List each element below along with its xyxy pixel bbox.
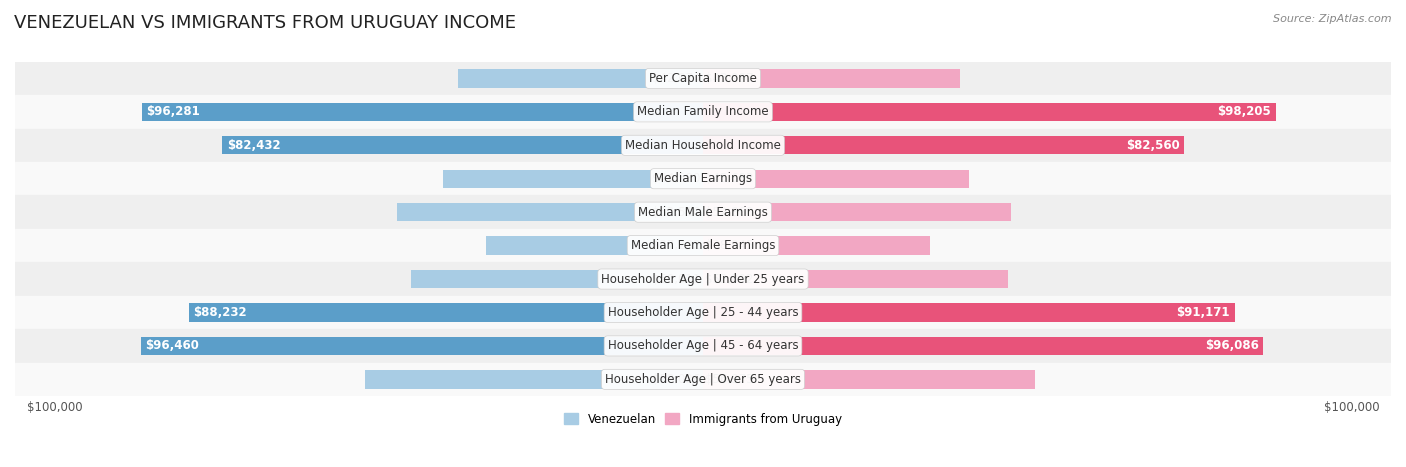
- Bar: [141, 337, 703, 355]
- Text: $98,205: $98,205: [1218, 106, 1271, 118]
- Text: $96,281: $96,281: [146, 106, 200, 118]
- Bar: [364, 370, 703, 389]
- Text: Median Female Earnings: Median Female Earnings: [631, 239, 775, 252]
- Text: $52,302: $52,302: [706, 273, 754, 285]
- Bar: [15, 162, 1391, 196]
- Bar: [703, 203, 1011, 221]
- Bar: [188, 303, 703, 322]
- Text: $45,682: $45,682: [706, 172, 754, 185]
- Text: $56,975: $56,975: [706, 373, 754, 386]
- Text: $58,026: $58,026: [652, 373, 700, 386]
- Legend: Venezuelan, Immigrants from Uruguay: Venezuelan, Immigrants from Uruguay: [560, 408, 846, 430]
- Text: $42,074: $42,074: [652, 72, 700, 85]
- Text: VENEZUELAN VS IMMIGRANTS FROM URUGUAY INCOME: VENEZUELAN VS IMMIGRANTS FROM URUGUAY IN…: [14, 14, 516, 32]
- Text: $100,000: $100,000: [27, 401, 83, 414]
- Text: $100,000: $100,000: [1323, 401, 1379, 414]
- Text: $91,171: $91,171: [1177, 306, 1230, 319]
- Bar: [703, 136, 1184, 155]
- Bar: [15, 196, 1391, 229]
- Bar: [703, 370, 1035, 389]
- Bar: [412, 270, 703, 288]
- Bar: [703, 337, 1263, 355]
- Bar: [703, 236, 931, 255]
- Text: Householder Age | Under 25 years: Householder Age | Under 25 years: [602, 273, 804, 285]
- Bar: [15, 62, 1391, 95]
- Text: $52,510: $52,510: [652, 205, 700, 219]
- Bar: [703, 270, 1008, 288]
- Bar: [15, 128, 1391, 162]
- Text: $38,945: $38,945: [706, 239, 754, 252]
- Bar: [703, 69, 959, 88]
- Bar: [142, 103, 703, 121]
- Bar: [222, 136, 703, 155]
- Text: Median Household Income: Median Household Income: [626, 139, 780, 152]
- Bar: [15, 329, 1391, 363]
- Bar: [703, 103, 1275, 121]
- Bar: [396, 203, 703, 221]
- Text: $37,282: $37,282: [652, 239, 700, 252]
- Text: $88,232: $88,232: [193, 306, 247, 319]
- Bar: [15, 229, 1391, 262]
- Bar: [15, 363, 1391, 396]
- Bar: [458, 69, 703, 88]
- Text: $96,460: $96,460: [145, 340, 200, 353]
- Text: Householder Age | Over 65 years: Householder Age | Over 65 years: [605, 373, 801, 386]
- Text: Source: ZipAtlas.com: Source: ZipAtlas.com: [1274, 14, 1392, 24]
- Text: $50,011: $50,011: [652, 273, 700, 285]
- Bar: [703, 170, 969, 188]
- Text: $96,086: $96,086: [1205, 340, 1258, 353]
- Bar: [15, 95, 1391, 128]
- Text: $44,580: $44,580: [652, 172, 700, 185]
- Text: Householder Age | 25 - 44 years: Householder Age | 25 - 44 years: [607, 306, 799, 319]
- Text: Per Capita Income: Per Capita Income: [650, 72, 756, 85]
- Text: $52,860: $52,860: [706, 205, 754, 219]
- Text: $82,560: $82,560: [1126, 139, 1180, 152]
- Text: Median Earnings: Median Earnings: [654, 172, 752, 185]
- Bar: [15, 296, 1391, 329]
- Text: $82,432: $82,432: [226, 139, 281, 152]
- Text: $43,997: $43,997: [706, 72, 754, 85]
- Bar: [443, 170, 703, 188]
- Bar: [703, 303, 1234, 322]
- Bar: [15, 262, 1391, 296]
- Bar: [485, 236, 703, 255]
- Text: Householder Age | 45 - 64 years: Householder Age | 45 - 64 years: [607, 340, 799, 353]
- Text: Median Male Earnings: Median Male Earnings: [638, 205, 768, 219]
- Text: Median Family Income: Median Family Income: [637, 106, 769, 118]
